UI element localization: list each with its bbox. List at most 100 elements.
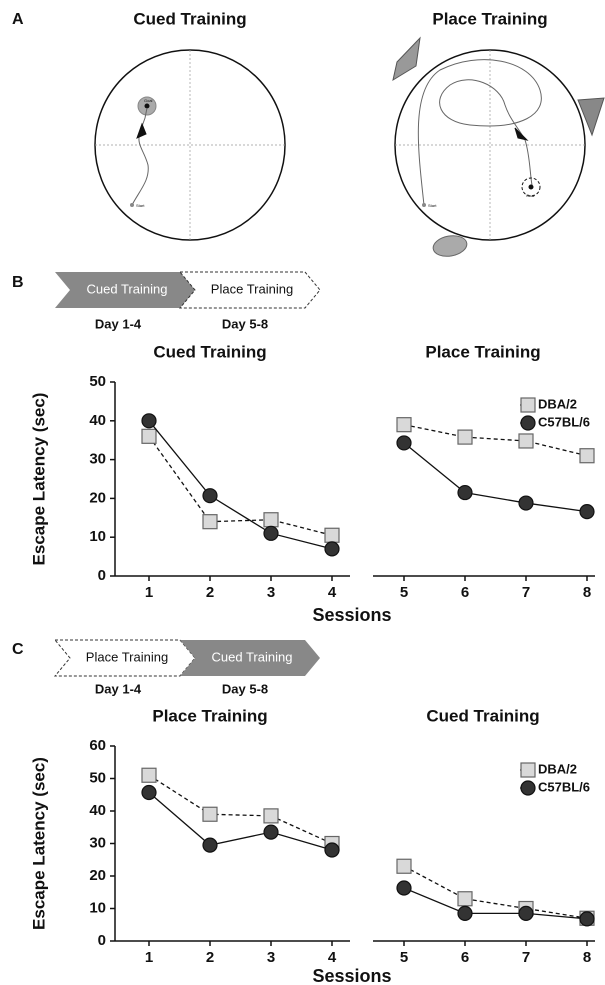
x-tick-label: 8 [583,949,591,966]
step-days: Day 1-4 [95,681,142,696]
step-name: Place Training [86,649,168,664]
data-point [325,528,339,542]
data-point [519,906,533,920]
chart-title: Place Training [425,342,540,361]
y-tick-label: 0 [98,932,106,949]
x-tick-label: 8 [583,584,591,601]
data-point [519,434,533,448]
step-name: Cued Training [212,649,293,664]
legend-label: DBA/2 [538,396,577,411]
y-tick-label: 0 [98,567,106,584]
goal-label: Goal [144,98,153,103]
data-point [142,785,156,799]
data-point [325,843,339,857]
data-point [203,838,217,852]
data-point [325,542,339,556]
step-name: Place Training [211,281,293,296]
panel-label: C [12,641,24,658]
data-point [397,436,411,450]
series-line [149,421,332,549]
legend-label: DBA/2 [538,761,577,776]
data-point [458,486,472,500]
legend-marker [521,781,535,795]
y-tick-label: 10 [89,528,106,545]
start-label: Start [428,203,437,208]
data-point [264,526,278,540]
data-point [580,449,594,463]
x-tick-label: 2 [206,584,214,601]
data-point [580,505,594,519]
series-line [404,443,587,512]
x-tick-label: 1 [145,949,153,966]
y-tick-label: 20 [89,867,106,884]
data-point [580,912,594,926]
y-tick-label: 40 [89,412,106,429]
goal-label: Goal [526,193,535,198]
x-tick-label: 2 [206,949,214,966]
x-tick-label: 5 [400,949,408,966]
series-line [149,775,332,843]
x-tick-label: 5 [400,584,408,601]
legend-label: C57BL/6 [538,779,590,794]
step-name: Cued Training [87,281,168,296]
y-tick-label: 30 [89,834,106,851]
data-point [397,859,411,873]
series-line [149,436,332,535]
x-tick-label: 4 [328,949,337,966]
panel-title: Place Training [432,9,547,28]
data-point [203,807,217,821]
data-point [203,515,217,529]
data-point [519,496,533,510]
x-tick-label: 6 [461,584,469,601]
x-tick-label: 6 [461,949,469,966]
legend-marker [521,398,535,412]
step-days: Day 5-8 [222,681,268,696]
data-point [397,418,411,432]
data-point [142,768,156,782]
x-axis-label: Sessions [312,966,391,985]
x-axis-label: Sessions [312,605,391,625]
data-point [264,825,278,839]
data-point [264,513,278,527]
y-axis-label: Escape Latency (sec) [29,757,48,930]
legend-marker [521,763,535,777]
start-label: Start [136,203,145,208]
data-point [458,892,472,906]
data-point [264,809,278,823]
y-tick-label: 40 [89,802,106,819]
x-tick-label: 3 [267,584,275,601]
maze-place [393,38,604,259]
step-days: Day 5-8 [222,316,268,331]
data-point [142,414,156,428]
panel-label: B [12,274,24,291]
legend-label: C57BL/6 [538,414,590,429]
data-point [458,906,472,920]
chart-title: Place Training [152,706,267,725]
figure: A Cued Training Place Training Start Goa… [0,0,605,985]
data-point [142,429,156,443]
y-tick-label: 60 [89,737,106,754]
y-tick-label: 30 [89,451,106,468]
y-tick-label: 10 [89,899,106,916]
series-line [404,866,587,918]
x-tick-label: 7 [522,584,530,601]
y-tick-label: 20 [89,489,106,506]
y-tick-label: 50 [89,769,106,786]
x-tick-label: 1 [145,584,153,601]
maze-cued [95,50,285,240]
data-point [397,881,411,895]
x-tick-label: 3 [267,949,275,966]
legend-marker [521,416,535,430]
data-point [458,430,472,444]
y-tick-label: 50 [89,373,106,390]
x-tick-label: 4 [328,584,337,601]
y-axis-label: Escape Latency (sec) [29,393,48,566]
x-tick-label: 7 [522,949,530,966]
chart-title: Cued Training [426,706,539,725]
data-point [203,489,217,503]
step-days: Day 1-4 [95,316,142,331]
series-line [149,792,332,850]
panel-title: Cued Training [133,9,246,28]
chart-title: Cued Training [153,342,266,361]
panel-label: A [12,11,24,28]
